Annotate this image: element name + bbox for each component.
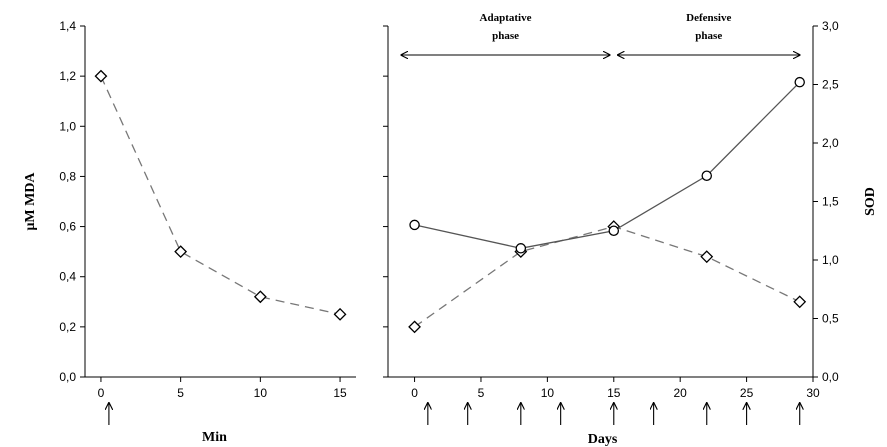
- phase-label-0-line1: Adaptative: [480, 12, 532, 24]
- left-chart-panel: 0,0 0,2 0,4 0,6 0,8 1,0 1,2 1,4 0 5 10 15 μM MDA Min: [23, 19, 356, 445]
- right-series-1-point: [515, 243, 527, 254]
- left-y-tick-label: 0,6: [59, 220, 76, 234]
- phase-label-1-line2: phase: [695, 30, 722, 42]
- right-x-tick-label: 15: [607, 386, 621, 400]
- left-y-tick-label: 0,0: [59, 370, 76, 384]
- right-x-tick-label: 20: [674, 386, 688, 400]
- right-chart-panel: 0,0 0,5 1,0 1,5 2,0 2,5 3,0 0 5 10 15 20 25 30 SOD Days…: [383, 12, 878, 447]
- right-y-tick-label: 2,5: [822, 78, 839, 92]
- right-series-0-point: [793, 295, 807, 309]
- left-y-tick-label: 1,0: [59, 119, 76, 133]
- left-y-tick-label: 0,4: [59, 270, 76, 284]
- right-series-1-point: [409, 219, 420, 231]
- right-series-1-point: [701, 170, 713, 182]
- phase-label-0-line2: phase: [492, 30, 519, 42]
- left-x-axis-title: Min: [202, 430, 227, 445]
- right-y-tick-label: 0,5: [822, 312, 839, 326]
- left-y-tick-label: 0,2: [59, 320, 76, 334]
- left-x-tick-label: 5: [177, 386, 184, 400]
- right-series-1-point: [794, 76, 805, 88]
- right-x-tick-label: 30: [806, 386, 820, 400]
- right-series-1-point: [608, 225, 620, 236]
- right-y-tick-label: 2,0: [822, 136, 839, 150]
- right-x-tick-label: 25: [740, 386, 754, 400]
- left-series-0-line: [100, 75, 341, 315]
- right-x-tick-label: 5: [478, 386, 485, 400]
- left-x-tick-label: 10: [254, 386, 268, 400]
- left-x-tick-label: 0: [98, 386, 105, 400]
- right-y-tick-label: 3,0: [822, 19, 839, 33]
- right-x-tick-label: 0: [411, 386, 418, 400]
- right-y-tick-label: 0,0: [822, 370, 839, 384]
- left-y-axis-title: μM MDA: [23, 172, 38, 231]
- right-x-axis-title: Days: [588, 432, 618, 447]
- phase-label-1-line1: Defensive: [686, 12, 731, 24]
- left-series-0-point: [333, 307, 347, 321]
- left-y-tick-label: 1,2: [59, 69, 76, 83]
- left-y-tick-label: 0,8: [59, 169, 76, 183]
- right-y-tick-label: 1,0: [822, 253, 839, 267]
- left-x-tick-label: 15: [333, 386, 347, 400]
- right-series-0-point: [408, 320, 421, 334]
- right-x-tick-label: 10: [541, 386, 555, 400]
- left-y-tick-label: 1,4: [59, 19, 76, 33]
- right-y-axis-title: SOD: [863, 187, 878, 216]
- right-series-0-point: [700, 250, 714, 264]
- left-series-0-point: [94, 69, 108, 83]
- left-series-0-point: [174, 245, 188, 259]
- right-series-1-line: [414, 81, 801, 249]
- right-series-0-line: [414, 225, 801, 328]
- right-y-tick-label: 1,5: [822, 195, 839, 209]
- left-series-0-point: [253, 290, 267, 304]
